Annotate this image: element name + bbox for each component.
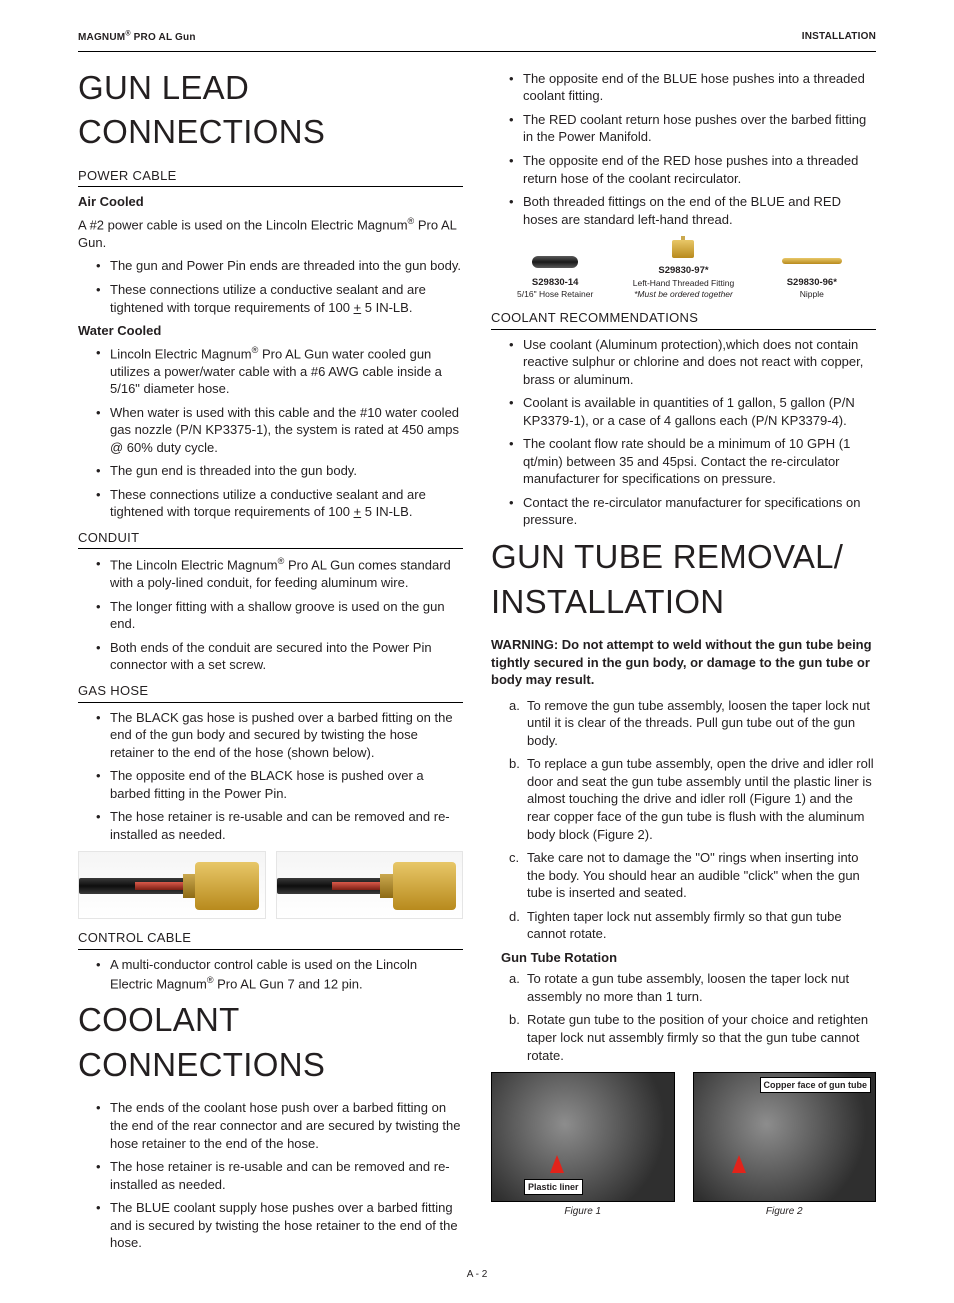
part-desc: Nipple xyxy=(748,289,876,300)
sub-control-cable: CONTROL CABLE xyxy=(78,929,463,950)
hose-image-2 xyxy=(276,851,464,919)
list-item: The opposite end of the BLUE hose pushes… xyxy=(509,70,876,105)
h-rotation: Gun Tube Rotation xyxy=(501,949,876,967)
list-rotation: a.To rotate a gun tube assembly, loosen … xyxy=(491,970,876,1064)
column-right: The opposite end of the BLUE hose pushes… xyxy=(491,62,876,1258)
arrow-icon xyxy=(732,1155,746,1173)
header-rule xyxy=(78,51,876,52)
list-gashose: The BLACK gas hose is pushed over a barb… xyxy=(78,709,463,844)
list-item: The hose retainer is re-usable and can b… xyxy=(96,808,463,843)
list-coolant-rec: Use coolant (Aluminum protection),which … xyxy=(491,336,876,529)
h-water-cooled: Water Cooled xyxy=(78,322,463,340)
list-item: The BLUE coolant supply hose pushes over… xyxy=(96,1199,463,1252)
list-item: The gun end is threaded into the gun bod… xyxy=(96,462,463,480)
list-item: The longer fitting with a shallow groove… xyxy=(96,598,463,633)
list-item: d.Tighten taper lock nut assembly firmly… xyxy=(509,908,876,943)
list-item: The BLACK gas hose is pushed over a barb… xyxy=(96,709,463,762)
list-water-cooled: Lincoln Electric Magnum® Pro AL Gun wate… xyxy=(78,344,463,521)
figure-1-caption: Figure 1 xyxy=(491,1205,675,1219)
part-name: S29830-97* xyxy=(619,265,747,278)
figure-1-image: Plastic liner xyxy=(491,1072,675,1202)
list-control-cable: A multi-conductor control cable is used … xyxy=(78,956,463,992)
figure-1-label: Plastic liner xyxy=(524,1179,583,1195)
sub-conduit: CONDUIT xyxy=(78,529,463,550)
figure-2: Copper face of gun tube Figure 2 xyxy=(693,1072,877,1219)
list-steps: a.To remove the gun tube assembly, loose… xyxy=(491,697,876,943)
list-item: The ends of the coolant hose push over a… xyxy=(96,1099,463,1152)
list-item: a.To rotate a gun tube assembly, loosen … xyxy=(509,970,876,1005)
list-conduit: The Lincoln Electric Magnum® Pro AL Gun … xyxy=(78,555,463,674)
sub-gashose: GAS HOSE xyxy=(78,682,463,703)
sub-coolant-rec: COOLANT RECOMMENDATIONS xyxy=(491,309,876,330)
part-icon xyxy=(748,248,876,274)
p-air-cooled: A #2 power cable is used on the Lincoln … xyxy=(78,215,463,251)
sub-power-cable: POWER CABLE xyxy=(78,167,463,188)
part-icon xyxy=(619,236,747,262)
part-threaded-fitting: S29830-97* Left-Hand Threaded Fitting *M… xyxy=(619,236,747,301)
list-item: The hose retainer is re-usable and can b… xyxy=(96,1158,463,1193)
part-name: S29830-14 xyxy=(491,277,619,290)
hose-image-row xyxy=(78,851,463,919)
figure-2-image: Copper face of gun tube xyxy=(693,1072,877,1202)
page-header-product: MAGNUM® PRO AL Gun xyxy=(78,30,196,45)
list-item: These connections utilize a conductive s… xyxy=(96,486,463,521)
list-item: The RED coolant return hose pushes over … xyxy=(509,111,876,146)
list-item: The gun and Power Pin ends are threaded … xyxy=(96,257,463,275)
h-air-cooled: Air Cooled xyxy=(78,193,463,211)
page-header-section: INSTALLATION xyxy=(802,30,876,45)
part-hose-retainer: S29830-14 5/16" Hose Retainer xyxy=(491,248,619,301)
figure-2-label: Copper face of gun tube xyxy=(760,1077,872,1093)
figure-1: Plastic liner Figure 1 xyxy=(491,1072,675,1219)
hose-image-1 xyxy=(78,851,266,919)
list-item: a.To remove the gun tube assembly, loose… xyxy=(509,697,876,750)
h1-guntube: GUN TUBE REMOVAL/ INSTALLATION xyxy=(491,535,876,624)
list-item: Both ends of the conduit are secured int… xyxy=(96,639,463,674)
page-number: A - 2 xyxy=(78,1268,876,1282)
part-nipple: S29830-96* Nipple xyxy=(748,248,876,301)
list-item: Coolant is available in quantities of 1 … xyxy=(509,394,876,429)
part-desc: 5/16" Hose Retainer xyxy=(491,289,619,300)
list-item: Both threaded fittings on the end of the… xyxy=(509,193,876,228)
list-item: Contact the re-circulator manufacturer f… xyxy=(509,494,876,529)
figure-row: Plastic liner Figure 1 Copper face of gu… xyxy=(491,1072,876,1219)
column-left: GUN LEAD CONNECTIONS POWER CABLE Air Coo… xyxy=(78,62,463,1258)
list-coolant-b: The opposite end of the BLUE hose pushes… xyxy=(491,70,876,228)
list-item: b.To replace a gun tube assembly, open t… xyxy=(509,755,876,843)
arrow-icon xyxy=(550,1155,564,1173)
part-note: *Must be ordered together xyxy=(619,289,747,300)
warning: WARNING: Do not attempt to weld without … xyxy=(491,636,876,689)
part-name: S29830-96* xyxy=(748,277,876,290)
list-item: A multi-conductor control cable is used … xyxy=(96,956,463,992)
list-item: The opposite end of the BLACK hose is pu… xyxy=(96,767,463,802)
h1-gun-lead: GUN LEAD CONNECTIONS xyxy=(78,66,463,155)
list-item: The opposite end of the RED hose pushes … xyxy=(509,152,876,187)
list-coolant-a: The ends of the coolant hose push over a… xyxy=(78,1099,463,1251)
list-item: These connections utilize a conductive s… xyxy=(96,281,463,316)
list-item: Use coolant (Aluminum protection),which … xyxy=(509,336,876,389)
list-item: b.Rotate gun tube to the position of you… xyxy=(509,1011,876,1064)
figure-2-caption: Figure 2 xyxy=(693,1205,877,1219)
list-item: c.Take care not to damage the "O" rings … xyxy=(509,849,876,902)
part-desc: Left-Hand Threaded Fitting xyxy=(619,278,747,289)
list-item: The coolant flow rate should be a minimu… xyxy=(509,435,876,488)
list-item: When water is used with this cable and t… xyxy=(96,404,463,457)
parts-row: S29830-14 5/16" Hose Retainer S29830-97*… xyxy=(491,236,876,301)
columns: GUN LEAD CONNECTIONS POWER CABLE Air Coo… xyxy=(78,62,876,1258)
h1-coolant: COOLANT CONNECTIONS xyxy=(78,998,463,1087)
list-air-cooled: The gun and Power Pin ends are threaded … xyxy=(78,257,463,316)
part-icon xyxy=(491,248,619,274)
list-item: Lincoln Electric Magnum® Pro AL Gun wate… xyxy=(96,344,463,398)
page-header: MAGNUM® PRO AL Gun INSTALLATION xyxy=(78,30,876,45)
list-item: The Lincoln Electric Magnum® Pro AL Gun … xyxy=(96,555,463,591)
